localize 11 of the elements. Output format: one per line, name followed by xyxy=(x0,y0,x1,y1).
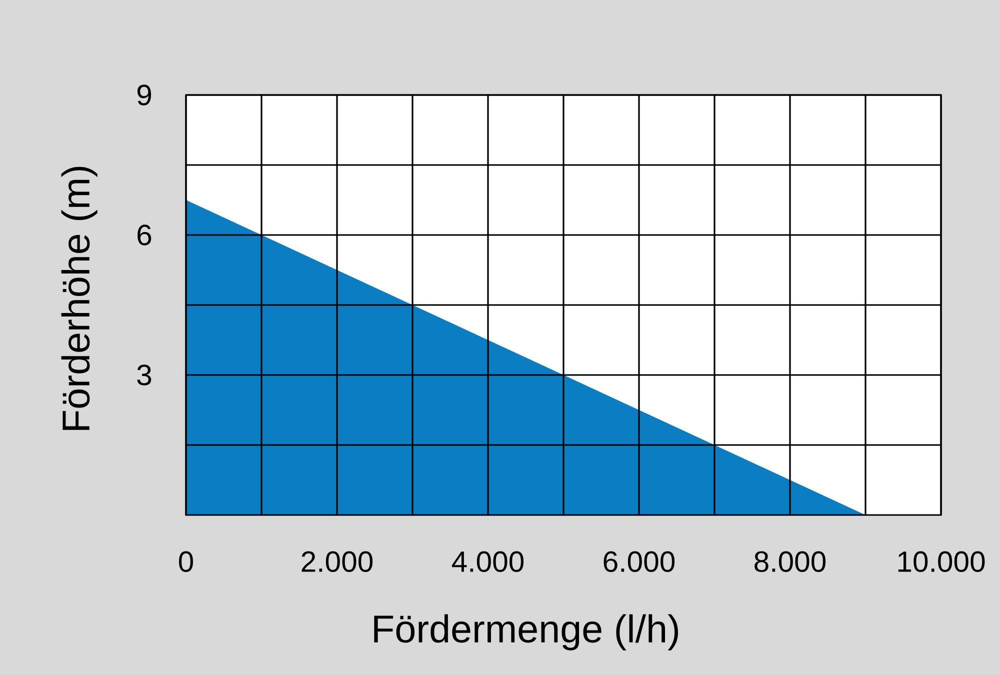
x-tick-label: 8.000 xyxy=(754,551,826,572)
y-tick-label: 3 xyxy=(137,364,152,386)
x-tick-label: 10.000 xyxy=(898,551,985,572)
y-tick-label: 6 xyxy=(138,224,152,246)
x-tick-label: 2.000 xyxy=(302,551,373,572)
x-tick-label: 4.000 xyxy=(452,551,524,572)
x-axis-title: Fördermenge (l/h) xyxy=(374,614,678,650)
x-tick-label: 6.000 xyxy=(604,551,675,572)
y-tick-label: 9 xyxy=(137,84,152,106)
y-axis-title: Förderhöhe (m) xyxy=(61,166,98,430)
x-tick-label: 0 xyxy=(178,551,194,572)
